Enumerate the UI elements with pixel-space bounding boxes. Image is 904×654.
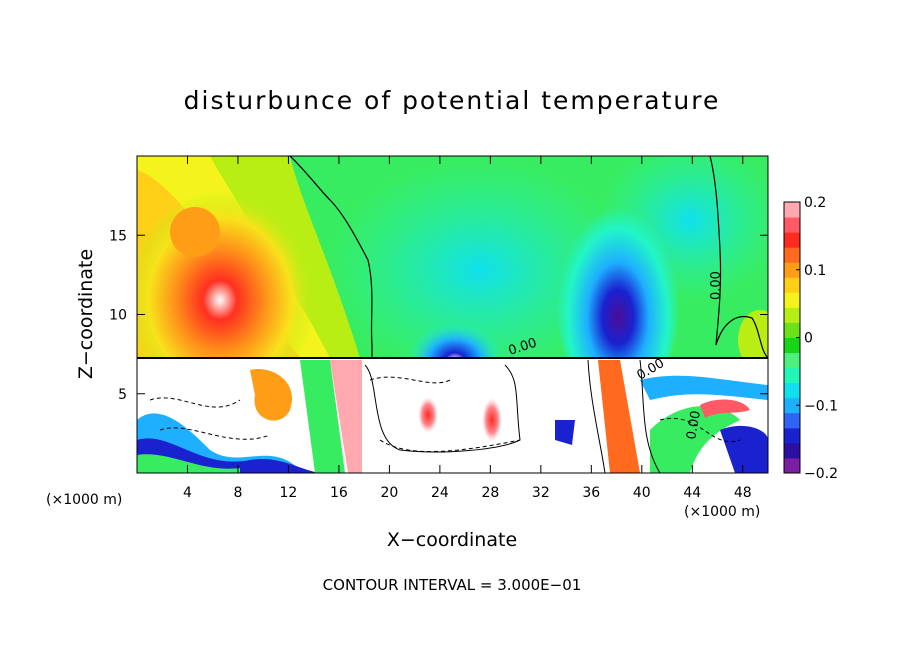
colorbar-swatch <box>784 382 800 399</box>
x-tick-label: 32 <box>532 485 550 501</box>
colorbar-swatch <box>784 202 800 218</box>
lower-blue-patch-mid <box>555 420 575 445</box>
lower-blue-band-right <box>640 375 768 400</box>
colorbar-swatch <box>784 277 800 293</box>
lower-green-column <box>300 360 345 473</box>
lower-solid-contour-right <box>587 359 661 473</box>
lower-red-streak-right <box>700 399 750 418</box>
colorbar-swatch <box>784 427 800 444</box>
x-tick-label: 28 <box>481 485 499 501</box>
colorbar-swatch <box>784 367 800 384</box>
contour-interval-note: CONTOUR INTERVAL = 3.000E−01 <box>322 576 582 594</box>
lower-red-spot-a <box>418 397 438 433</box>
y-axis: 5 10 15 <box>109 228 768 403</box>
contour-label-3: 0.00 <box>684 410 704 441</box>
y-tick-label: 5 <box>118 387 127 403</box>
zero-contour-right <box>709 156 768 359</box>
colorbar-swatch <box>784 262 800 278</box>
colorbar-swatch <box>784 352 800 369</box>
contour-label-2: 0.00 <box>709 271 724 300</box>
colorbar-swatch <box>784 322 800 338</box>
lower-green-swirl-right <box>650 406 740 473</box>
x-right-multiplier-label: (×1000 m) <box>684 504 760 520</box>
colorbar-swatch <box>784 412 800 429</box>
colorbar-swatch <box>784 442 800 459</box>
zero-contour-left <box>289 156 373 358</box>
colorbar-swatch <box>784 247 800 263</box>
lower-dashed-contours <box>149 376 741 452</box>
lower-deepblue-right <box>720 425 768 473</box>
warm-anomaly-right-edge <box>738 310 768 370</box>
x-left-multiplier-label: (×1000 m) <box>46 492 122 508</box>
lower-pink-column <box>330 360 362 473</box>
x-tick-label: 48 <box>734 485 752 501</box>
cyan-zone <box>330 160 630 380</box>
y-tick-label: 15 <box>109 228 127 244</box>
lower-solid-contour-center <box>364 364 521 453</box>
colorbar-swatch <box>784 232 800 248</box>
x-tick-label: 20 <box>380 485 398 501</box>
x-tick-label: 24 <box>431 485 449 501</box>
colorbar-swatch <box>784 307 800 323</box>
colorbar-swatch <box>784 337 800 354</box>
y-tick-label: 10 <box>109 308 127 324</box>
y-axis-title: Z−coordinate <box>75 249 97 379</box>
colorbar-tick-label: −0.2 <box>804 466 838 482</box>
x-tick-label: 4 <box>183 485 192 501</box>
x-tick-label: 8 <box>233 485 242 501</box>
colorbar-tick-label: 0.2 <box>804 195 826 211</box>
colorbar-tick-label: 0 <box>804 331 813 347</box>
x-tick-label: 12 <box>280 485 298 501</box>
lower-region <box>137 358 768 473</box>
lower-green-left <box>137 454 240 473</box>
x-axis-title: X−coordinate <box>387 529 517 551</box>
field-layer <box>137 156 768 473</box>
colorbar-swatch <box>784 217 800 233</box>
warm-anomaly-secondary <box>170 207 220 257</box>
colorbar-tick-label: −0.1 <box>804 398 838 414</box>
colorbar-tick-label: 0.1 <box>804 263 826 279</box>
x-tick-label: 36 <box>582 485 600 501</box>
lower-orange-column <box>598 360 640 473</box>
lower-orange-swirl <box>250 369 292 421</box>
chart-title: disturbunce of potential temperature <box>183 86 721 115</box>
colorbar-swatch <box>784 292 800 308</box>
colorbar-swatch <box>784 397 800 414</box>
x-tick-label: 16 <box>330 485 348 501</box>
colorbar-swatch <box>784 457 800 474</box>
x-axis: 4 8 12 16 20 24 28 32 36 40 44 48 <box>183 156 752 501</box>
lower-red-spot-b <box>482 398 502 442</box>
x-tick-label: 40 <box>633 485 651 501</box>
cool-anomaly-37km <box>556 185 680 405</box>
colorbar: 0.2 0.1 0 −0.1 −0.2 <box>783 195 838 482</box>
x-tick-label: 44 <box>683 485 701 501</box>
